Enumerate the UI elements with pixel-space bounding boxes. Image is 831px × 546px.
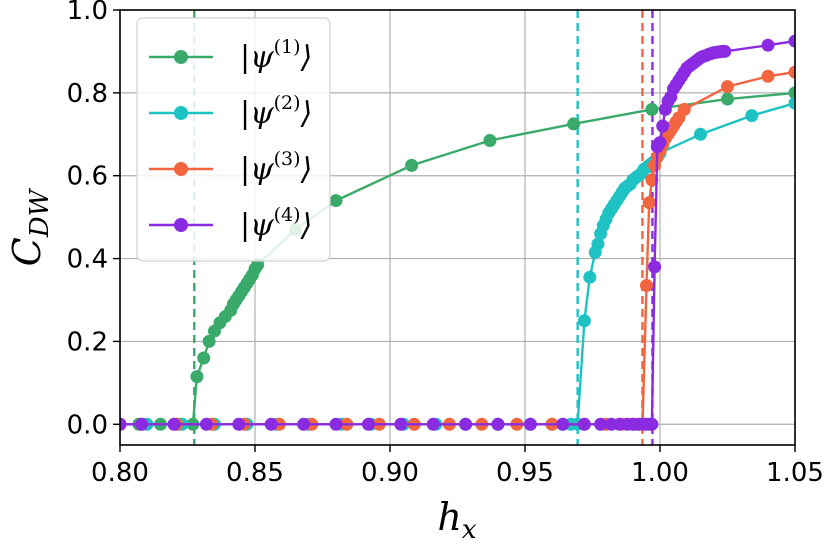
series-1-point	[329, 194, 343, 208]
legend-label: |ψ(2)⟩	[240, 92, 312, 131]
legend-marker	[174, 50, 188, 64]
series-4-point	[648, 260, 662, 274]
series-1-point	[567, 117, 581, 131]
x-tick-label: 1.00	[631, 458, 689, 488]
legend-entry-2: |ψ(2)⟩	[149, 92, 312, 131]
legend: |ψ(1)⟩|ψ(2)⟩|ψ(3)⟩|ψ(4)⟩	[136, 17, 331, 262]
legend-label-main: |ψ	[240, 40, 274, 75]
series-3-point	[645, 173, 659, 187]
series-4-point	[297, 417, 311, 431]
legend-label-sup: (2)	[274, 92, 301, 114]
series-3-point	[788, 65, 795, 79]
series-3-point	[761, 69, 775, 83]
series-1-point	[197, 351, 211, 365]
series-3-point	[677, 102, 691, 116]
series-4-point	[167, 417, 181, 431]
y-tick-label: 0.4	[67, 245, 108, 275]
legend-label: |ψ(1)⟩	[240, 36, 312, 75]
series-2-point	[745, 109, 759, 123]
series-1-point	[721, 92, 734, 106]
series-4-point	[788, 34, 795, 48]
series-4-point	[556, 417, 570, 431]
series-4-point	[120, 417, 127, 431]
series-4-point	[594, 417, 608, 431]
legend-label-main: |ψ	[240, 96, 274, 131]
legend-label-end: ⟩	[300, 152, 313, 187]
series-layer	[120, 34, 795, 431]
series-4-point	[135, 417, 149, 431]
series-4-point	[577, 417, 591, 431]
legend-entry-3: |ψ(3)⟩	[149, 148, 312, 187]
series-1-point	[202, 334, 216, 348]
y-axis-label: CDW	[5, 187, 55, 266]
series-2-point	[694, 127, 707, 141]
series-4-point	[199, 417, 213, 431]
series-4-point	[329, 417, 343, 431]
legend-entry-1: |ψ(1)⟩	[149, 36, 312, 75]
y-axis-label-sub: DW	[25, 187, 55, 238]
x-axis-label: hx	[437, 495, 476, 545]
x-tick-label: 0.80	[91, 458, 149, 488]
series-1-point	[190, 370, 204, 384]
series-4-point	[232, 417, 246, 431]
legend-label-end: ⟩	[300, 208, 313, 243]
series-4-point	[394, 417, 408, 431]
legend-label-sup: (1)	[274, 36, 301, 58]
y-tick-label: 0.8	[67, 79, 108, 109]
legend-label-end: ⟩	[300, 96, 313, 131]
series-2-point	[591, 237, 605, 251]
legend-label-main: |ψ	[240, 208, 274, 243]
x-axis-label-sub: x	[462, 515, 477, 545]
series-3-point	[642, 196, 656, 210]
x-ticks: 0.80 0.85 0.90 0.95 1.00 1.05	[91, 445, 824, 488]
y-tick-label: 0.2	[67, 327, 108, 357]
legend-marker	[174, 218, 188, 232]
y-tick-label: 0.0	[67, 410, 108, 440]
legend-label-main: |ψ	[240, 152, 274, 187]
series-4-point	[264, 417, 278, 431]
legend-label-sup: (4)	[274, 204, 301, 226]
series-4-point	[645, 417, 659, 431]
series-4-point	[718, 44, 732, 58]
x-tick-label: 0.85	[226, 458, 284, 488]
x-tick-label: 0.90	[361, 458, 419, 488]
series-4-point	[459, 417, 473, 431]
series-1-point	[645, 102, 659, 116]
legend-label-end: ⟩	[300, 40, 313, 75]
series-4-point	[656, 119, 670, 133]
y-tick-label: 0.6	[67, 162, 108, 192]
series-3-point	[721, 80, 734, 94]
series-4-point	[761, 38, 775, 52]
series-4-point	[653, 136, 667, 150]
series-2-point	[583, 270, 597, 284]
legend-entries: |ψ(1)⟩|ψ(2)⟩|ψ(3)⟩|ψ(4)⟩	[149, 36, 312, 243]
legend-marker	[174, 162, 188, 176]
legend-marker	[174, 106, 188, 120]
series-2-point	[577, 314, 591, 328]
series-4-point	[361, 417, 375, 431]
series-3-point	[640, 279, 653, 292]
series-1-point	[483, 134, 497, 147]
x-axis-label-main: h	[437, 495, 461, 539]
series-2-point	[788, 96, 795, 110]
plot-frame	[119, 9, 796, 446]
legend-label: |ψ(3)⟩	[240, 148, 312, 187]
legend-label-sup: (3)	[274, 148, 301, 170]
series-4	[120, 34, 795, 431]
legend-label: |ψ(4)⟩	[240, 204, 312, 243]
x-tick-label: 0.95	[496, 458, 554, 488]
series-4-point	[426, 417, 440, 431]
series-4-point	[491, 417, 505, 431]
x-tick-label: 1.05	[766, 458, 824, 488]
legend-entry-4: |ψ(4)⟩	[149, 204, 312, 243]
y-axis-label-main: C	[5, 237, 49, 266]
series-1-point	[405, 158, 419, 172]
series-4-point	[523, 417, 537, 431]
y-tick-label: 1.0	[67, 0, 108, 26]
y-ticks: 0.0 0.2 0.4 0.6 0.8 1.0	[67, 0, 120, 440]
legend-box	[136, 17, 331, 262]
series-1-point	[788, 86, 795, 100]
